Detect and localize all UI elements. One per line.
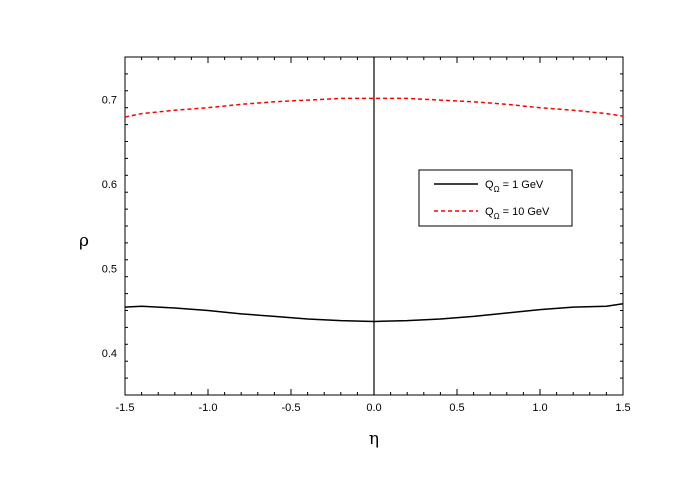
x-tick-label: -1.0 bbox=[199, 402, 218, 414]
x-axis-title: η bbox=[369, 429, 379, 449]
series-line-1 bbox=[124, 302, 624, 323]
x-tick-label: -1.5 bbox=[116, 402, 135, 414]
legend-entry-1: QΩ = 1 GeV bbox=[485, 179, 544, 194]
x-tick-label: 0.0 bbox=[366, 402, 381, 414]
legend: QΩ = 1 GeV QΩ = 10 GeV bbox=[418, 169, 573, 227]
y-tick-label: 0.4 bbox=[102, 348, 117, 360]
series-line-2 bbox=[124, 97, 624, 118]
x-tick-label: 1.5 bbox=[615, 402, 630, 414]
axis-tick-labels: -1.5 -1.0 -0.5 0.0 0.5 1.0 1.5 0.4 0.5 0.6 0.7 bbox=[102, 94, 631, 414]
legend-box bbox=[418, 169, 573, 227]
x-tick-label: 0.5 bbox=[449, 402, 464, 414]
y-tick-label: 0.7 bbox=[102, 94, 117, 106]
y-tick-label: 0.5 bbox=[102, 263, 117, 275]
y-tick-label: 0.6 bbox=[102, 179, 117, 191]
y-axis-title: ρ bbox=[79, 231, 89, 251]
series-layer bbox=[124, 97, 624, 323]
x-tick-label: -0.5 bbox=[282, 402, 301, 414]
legend-entry-2: QΩ = 10 GeV bbox=[485, 206, 550, 221]
x-tick-label: 1.0 bbox=[532, 402, 547, 414]
axis-ticks bbox=[124, 56, 624, 396]
